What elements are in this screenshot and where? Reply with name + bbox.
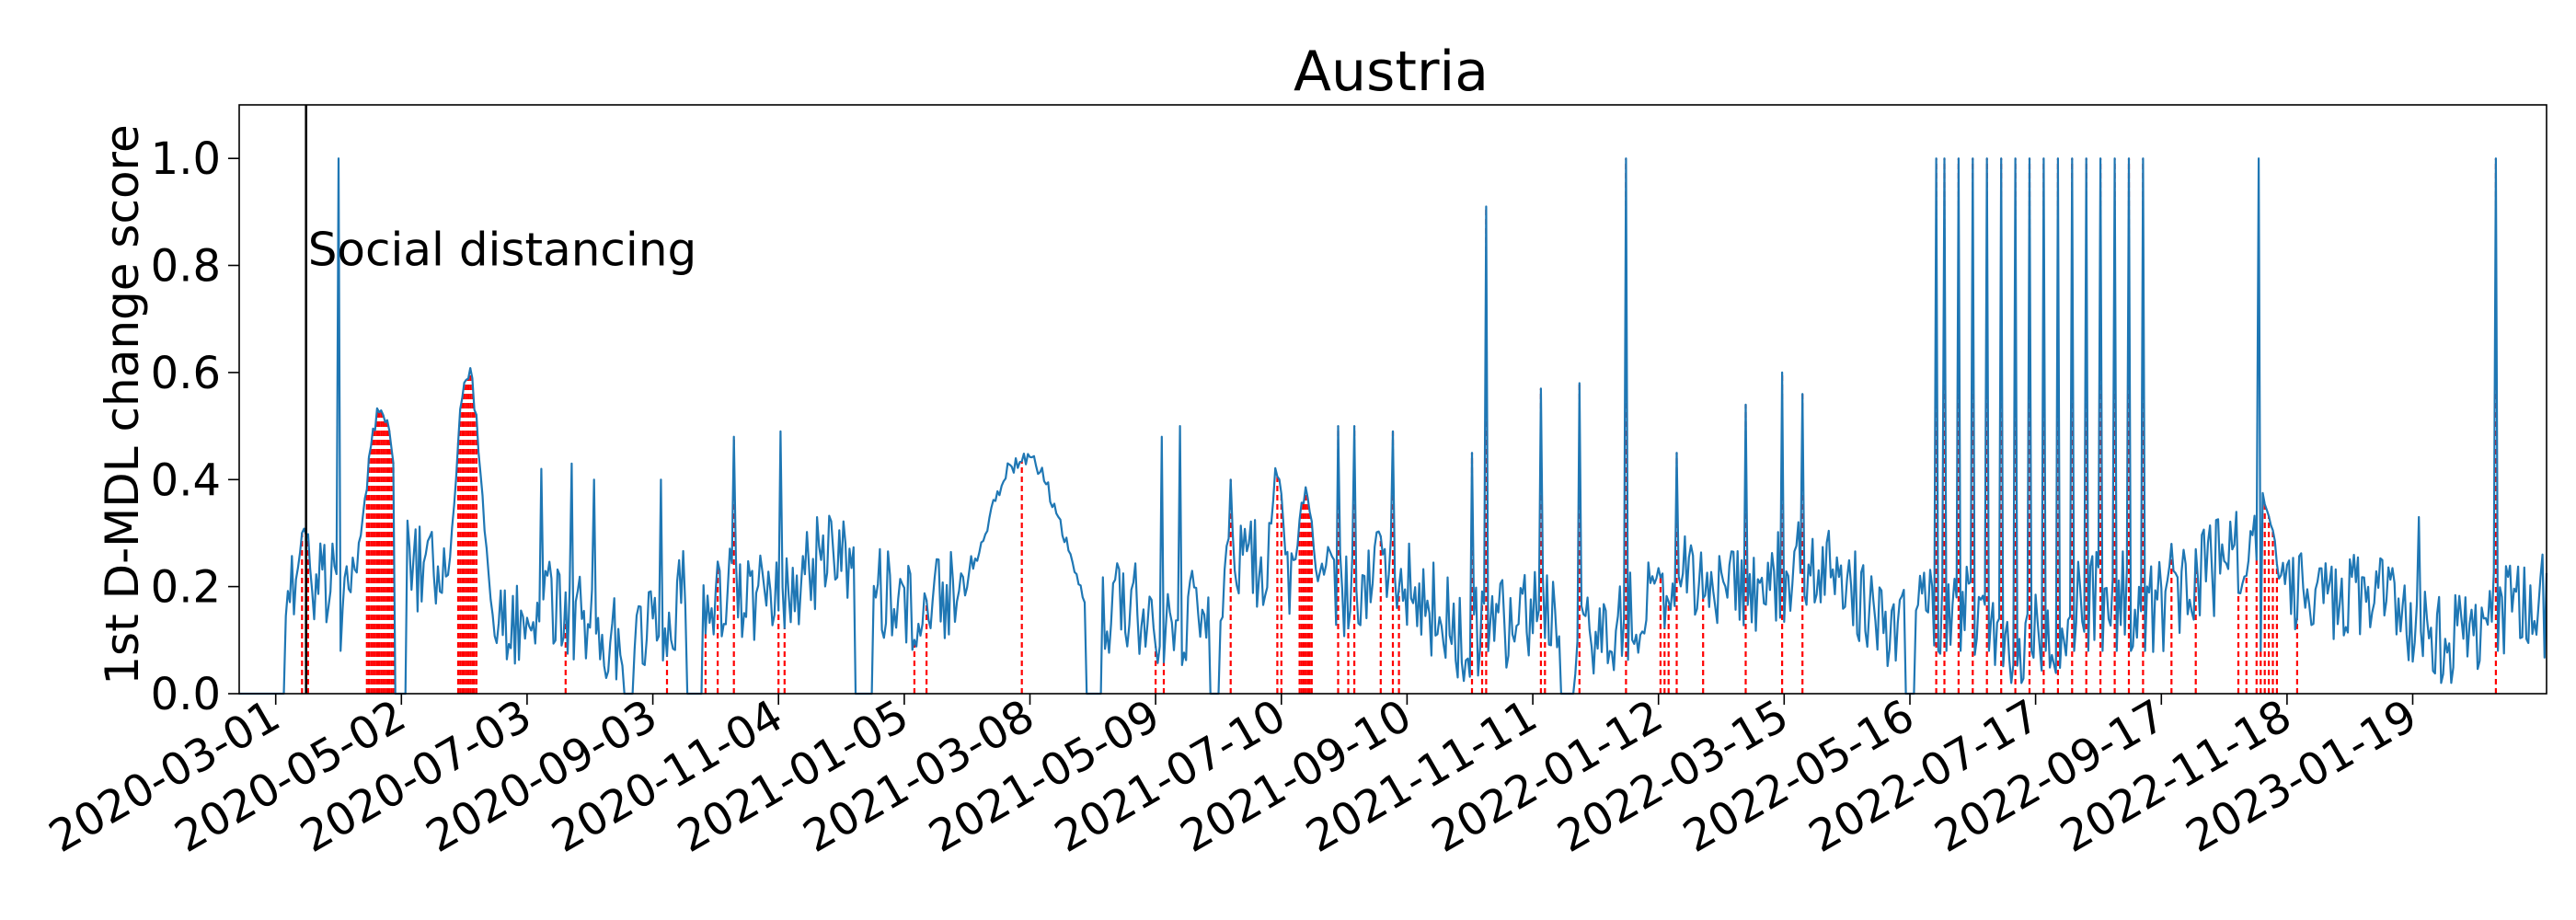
y-tick-label: 0.4 (151, 454, 221, 506)
y-tick-label: 1.0 (151, 133, 221, 185)
y-axis-label: 1st D-MDL change score (96, 124, 149, 685)
event-layer: Social distancing (305, 105, 697, 694)
y-tick-label: 0.2 (151, 562, 221, 614)
y-axis: 0.0 0.2 0.4 0.6 0.8 1.0 (151, 133, 239, 720)
y-tick-label: 0.0 (151, 669, 221, 720)
series-layer (239, 157, 2548, 696)
y-tick-label: 0.6 (151, 348, 221, 399)
change-score-line (239, 157, 2548, 696)
chart-title: Austria (1294, 40, 1489, 104)
plot-frame (238, 104, 2547, 695)
event-annotation-label: Social distancing (308, 224, 697, 277)
y-tick-label: 0.8 (151, 241, 221, 293)
